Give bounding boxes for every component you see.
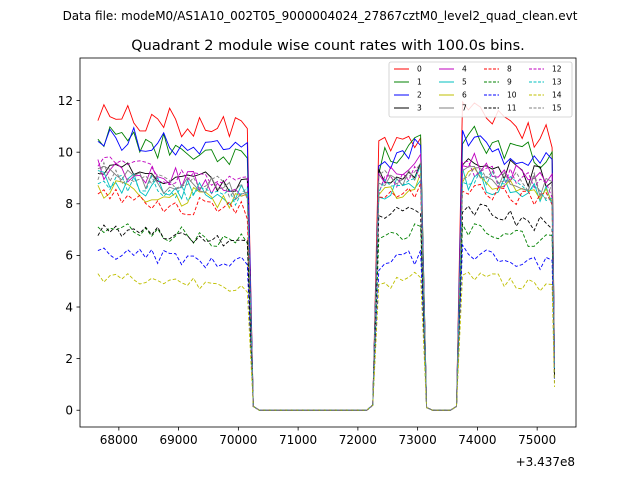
legend-box <box>388 61 573 118</box>
chart-title: Quadrant 2 module wise count rates with … <box>131 38 525 54</box>
legend-label-4: 4 <box>462 65 467 74</box>
series-line-9 <box>97 222 555 411</box>
y-tick-label: 4 <box>65 300 73 314</box>
y-tick-label: 6 <box>65 249 73 263</box>
series-layer <box>97 100 555 411</box>
series-line-11 <box>97 203 555 411</box>
y-tick-label: 0 <box>65 404 73 418</box>
legend-label-1: 1 <box>417 78 422 87</box>
x-tick-label: 74000 <box>458 433 496 447</box>
legend-label-6: 6 <box>462 91 467 100</box>
y-tick-label: 2 <box>65 352 73 366</box>
y-tick-label: 10 <box>58 145 73 159</box>
legend-label-7: 7 <box>462 104 467 113</box>
x-offset-label: +3.437e8 <box>516 455 575 469</box>
legend-label-3: 3 <box>417 104 422 113</box>
data-file-label: Data file: modeM0/AS1A10_002T05_90000040… <box>63 9 578 23</box>
y-axis: 0 2 4 6 8 10 12 <box>58 94 80 418</box>
x-tick-label: 73000 <box>399 433 437 447</box>
legend-label-0: 0 <box>417 65 422 74</box>
y-tick-label: 8 <box>65 197 73 211</box>
x-tick-label: 72000 <box>339 433 377 447</box>
legend-label-11: 11 <box>507 104 517 113</box>
legend-label-14: 14 <box>552 91 562 100</box>
legend-label-10: 10 <box>507 91 517 100</box>
legend-label-12: 12 <box>552 65 562 74</box>
legend-label-2: 2 <box>417 91 422 100</box>
legend-label-5: 5 <box>462 78 467 87</box>
x-tick-label: 68000 <box>100 433 138 447</box>
plot-area: 68000 69000 70000 71000 72000 73000 74000 75000… <box>58 57 577 469</box>
x-tick-label: 71000 <box>279 433 317 447</box>
legend-label-8: 8 <box>507 65 512 74</box>
legend-label-13: 13 <box>552 78 562 87</box>
series-line-15 <box>97 161 555 411</box>
x-tick-label: 69000 <box>160 433 198 447</box>
axes-frame <box>79 57 577 428</box>
x-tick-label: 75000 <box>518 433 556 447</box>
x-tick-label: 70000 <box>219 433 257 447</box>
legend-label-15: 15 <box>552 104 562 113</box>
legend-label-9: 9 <box>507 78 512 87</box>
x-axis: 68000 69000 70000 71000 72000 73000 74000 75000 <box>100 427 556 447</box>
y-tick-label: 12 <box>58 94 73 108</box>
